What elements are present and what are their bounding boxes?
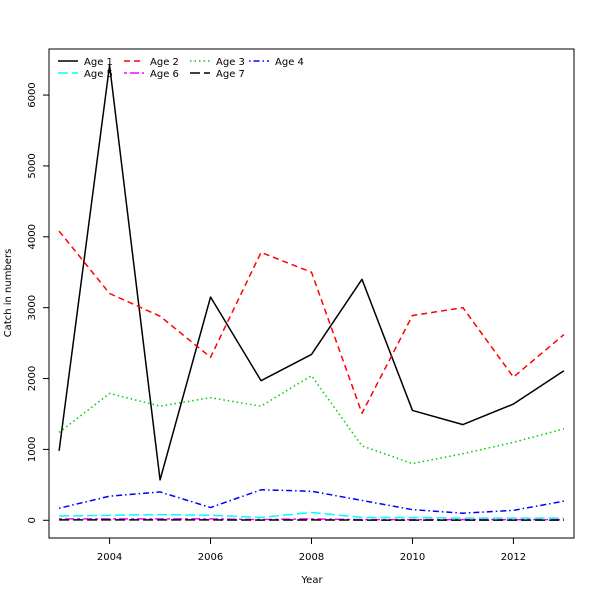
legend-label-age-3: Age 3 [216, 57, 245, 68]
legend-label-age-4: Age 4 [275, 57, 304, 68]
y-axis-title: Catch in numbers [3, 249, 14, 338]
y-tick-label: 0 [27, 517, 38, 523]
x-tick-label: 2006 [198, 552, 223, 563]
series-line-age-1 [58, 64, 565, 481]
y-tick-label: 3000 [27, 295, 38, 320]
legend: Age 1 Age 2 Age 3 Age 4 Age 5 Age 6 Age 7 [58, 57, 304, 80]
legend-label-age-6: Age 6 [150, 69, 179, 80]
x-axis: 2004 2006 2008 2010 2012 [97, 538, 526, 563]
y-tick-label: 6000 [27, 82, 38, 107]
y-tick-label: 5000 [27, 153, 38, 178]
legend-label-age-2: Age 2 [150, 57, 179, 68]
y-tick-label: 2000 [27, 366, 38, 391]
series-line-age-5 [59, 511, 564, 519]
series-line-age-2 [58, 230, 565, 415]
y-tick-label: 4000 [27, 224, 38, 249]
y-tick-label: 1000 [27, 437, 38, 462]
x-tick-label: 2004 [97, 552, 122, 563]
x-tick-label: 2012 [501, 552, 526, 563]
legend-label-age-1: Age 1 [84, 57, 113, 68]
series-line-age-4 [58, 489, 565, 514]
series-lines [58, 64, 565, 521]
x-axis-title: Year [300, 575, 323, 586]
legend-label-age-5: Age 5 [84, 69, 113, 80]
y-axis: 0 1000 2000 3000 4000 5000 6000 [27, 82, 49, 523]
x-tick-label: 2008 [299, 552, 324, 563]
x-tick-label: 2010 [400, 552, 425, 563]
legend-label-age-7: Age 7 [216, 69, 245, 80]
